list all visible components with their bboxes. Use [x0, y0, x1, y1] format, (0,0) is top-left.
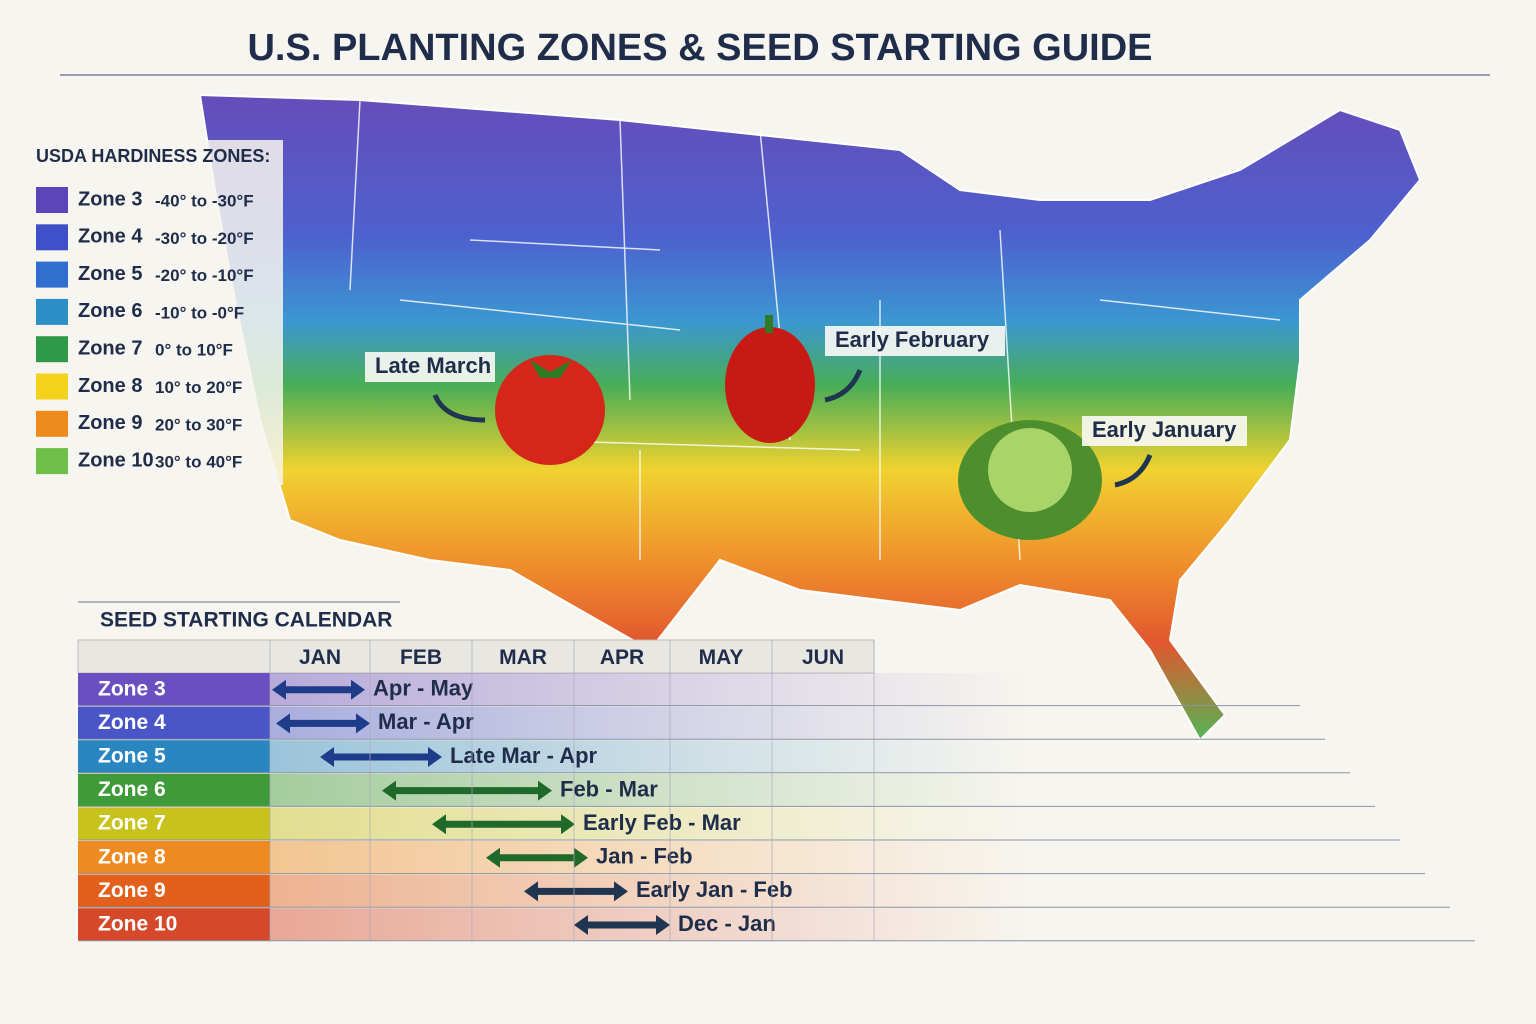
us-map [198, 93, 1422, 742]
legend-range: -40° to -30°F [155, 191, 254, 210]
tomato [495, 355, 605, 465]
legend-panel [28, 140, 283, 485]
row-label-bg [78, 673, 270, 706]
legend-swatch [36, 448, 68, 475]
legend-zone: Zone 4 [78, 226, 143, 248]
row-zone: Zone 4 [98, 711, 166, 734]
row-label-bg [78, 807, 270, 840]
annotation-label: Late March [375, 353, 491, 378]
calendar: JAN FEB MAR APR MAY JUN Zone 3 Apr - May Zone 4 M… [77, 639, 1475, 942]
row-label-bg [78, 841, 270, 874]
row-band [270, 673, 1030, 706]
legend-swatch [36, 373, 68, 400]
row-band [270, 841, 1030, 874]
legend-range: 20° to 30°F [155, 415, 242, 434]
row-label-bg [78, 740, 270, 773]
calendar-title: SEED STARTING CALENDAR [100, 609, 392, 632]
annotation-arrows [432, 369, 1153, 488]
annotations: Late March Early February Early January [365, 326, 1247, 446]
row-label-bg [78, 706, 270, 740]
produce [495, 315, 1102, 540]
window-label: Early Feb - Mar [583, 810, 741, 835]
pepper-stem [765, 315, 773, 333]
legend-swatch [36, 187, 68, 213]
state-lines [349, 99, 1281, 561]
annotation-label: Early February [835, 327, 990, 352]
legend-range: 0° to 10°F [155, 341, 233, 360]
cabbage [988, 428, 1072, 512]
arrow-head [320, 747, 442, 767]
row-label-bg [78, 908, 270, 941]
legend-zone: Zone 7 [78, 337, 142, 359]
row-zone: Zone 10 [98, 913, 177, 936]
legend-swatch [36, 261, 68, 288]
month-label: JUN [802, 646, 844, 669]
row-zone: Zone 9 [98, 879, 166, 902]
calendar-header [77, 639, 875, 674]
legend: USDA HARDINESS ZONES: Zone 3 -40° to -30°… [28, 140, 283, 485]
legend-swatch [36, 336, 68, 363]
legend-range: -10° to -0°F [155, 303, 244, 322]
row-zone: Zone 3 [98, 677, 166, 700]
row-zone: Zone 6 [98, 778, 166, 801]
legend-zone: Zone 3 [78, 188, 142, 210]
window-label: Mar - Apr [378, 709, 474, 734]
row-label-bg [78, 773, 270, 807]
row-band [270, 807, 1030, 840]
legend-range: 10° to 20°F [155, 378, 242, 397]
legend-zone: Zone 8 [78, 375, 142, 397]
annotation-box [825, 326, 1005, 356]
legend-swatch [36, 298, 68, 325]
legend-title: USDA HARDINESS ZONES: [36, 146, 270, 166]
window-label: Early Jan - Feb [636, 877, 793, 902]
pepper [725, 327, 815, 443]
window-label: Jan - Feb [596, 844, 693, 869]
row-band [270, 874, 1030, 908]
window-label: Dec - Jan [678, 911, 776, 936]
row-zone: Zone 5 [98, 745, 166, 768]
legend-swatch [36, 224, 68, 251]
annotation-box [365, 352, 495, 382]
row-label-bg [78, 874, 270, 908]
legend-zone: Zone 6 [78, 300, 142, 322]
month-label: FEB [400, 646, 442, 669]
legend-zone: Zone 10 [78, 449, 154, 471]
tomato-leaves [530, 360, 572, 378]
month-label: JAN [299, 646, 341, 669]
legend-range: 30° to 40°F [155, 453, 242, 472]
annotation-label: Early January [1092, 417, 1237, 442]
title: U.S. PLANTING ZONES & SEED STARTING GUID… [247, 27, 1152, 69]
legend-range: -20° to -10°F [155, 266, 254, 285]
legend-range: -30° to -20°F [155, 229, 254, 248]
legend-zone: Zone 5 [78, 263, 142, 285]
window-label: Apr - May [373, 676, 474, 701]
month-label: MAR [499, 646, 547, 669]
row-zone: Zone 8 [98, 845, 166, 868]
row-zone: Zone 7 [98, 812, 166, 835]
legend-swatch [36, 410, 68, 437]
window-label: Late Mar - Apr [450, 743, 598, 768]
annotation-box [1082, 416, 1247, 446]
legend-zone: Zone 9 [78, 412, 142, 434]
window-label: Feb - Mar [560, 776, 658, 801]
month-label: MAY [699, 646, 744, 669]
month-label: APR [600, 646, 644, 669]
row-band [270, 706, 1030, 740]
